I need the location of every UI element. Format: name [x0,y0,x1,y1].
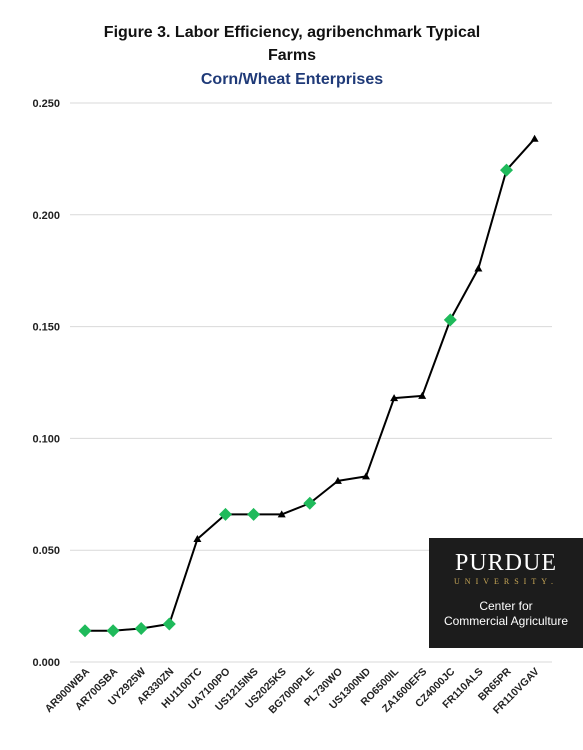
chart-title-line2: Farms [268,47,316,64]
data-point-diamond [106,624,120,638]
y-tick-label: 0.250 [32,98,60,110]
data-point-diamond [219,507,232,521]
y-tick-label: 0.100 [32,433,60,445]
x-axis: AR900WBAAR700SBAUY2925WAR330ZNHU1100TCUA… [43,665,542,716]
logo-brand-sub: UNIVERSITY. [454,577,558,586]
logo-center-line1: Center for [479,599,533,613]
y-tick-label: 0.150 [32,322,60,334]
data-point-diamond [162,617,176,631]
data-point-diamond [78,624,92,638]
plot-area [78,134,539,638]
data-point-triangle [390,394,399,402]
logo-center-line2: Commercial Agriculture [443,614,569,628]
data-point-triangle [333,476,342,484]
chart-subtitle: Corn/Wheat Enterprises [201,71,383,88]
data-point-triangle [193,535,202,543]
data-point-diamond [443,313,457,327]
chart-title-line1: Figure 3. Labor Efficiency, agribenchmar… [104,24,480,41]
data-point-triangle [474,264,483,272]
logo-brand: PURDUE [454,550,557,576]
grid [70,102,552,663]
data-point-diamond [500,163,513,177]
data-point-diamond [247,507,261,521]
data-point-triangle [418,391,427,399]
y-tick-label: 0.200 [32,210,60,222]
data-point-diamond [134,621,148,635]
y-tick-label: 0.000 [32,657,60,669]
data-point-triangle [530,134,539,142]
y-axis: 0.000 0.050 0.100 0.150 0.200 0.250 [32,98,60,669]
data-point-triangle [362,472,370,480]
data-point-diamond [303,496,317,510]
data-point-triangle [277,510,286,518]
purdue-logo: PURDUE UNIVERSITY. Center for Commercial… [429,538,583,648]
y-tick-label: 0.050 [32,545,60,557]
